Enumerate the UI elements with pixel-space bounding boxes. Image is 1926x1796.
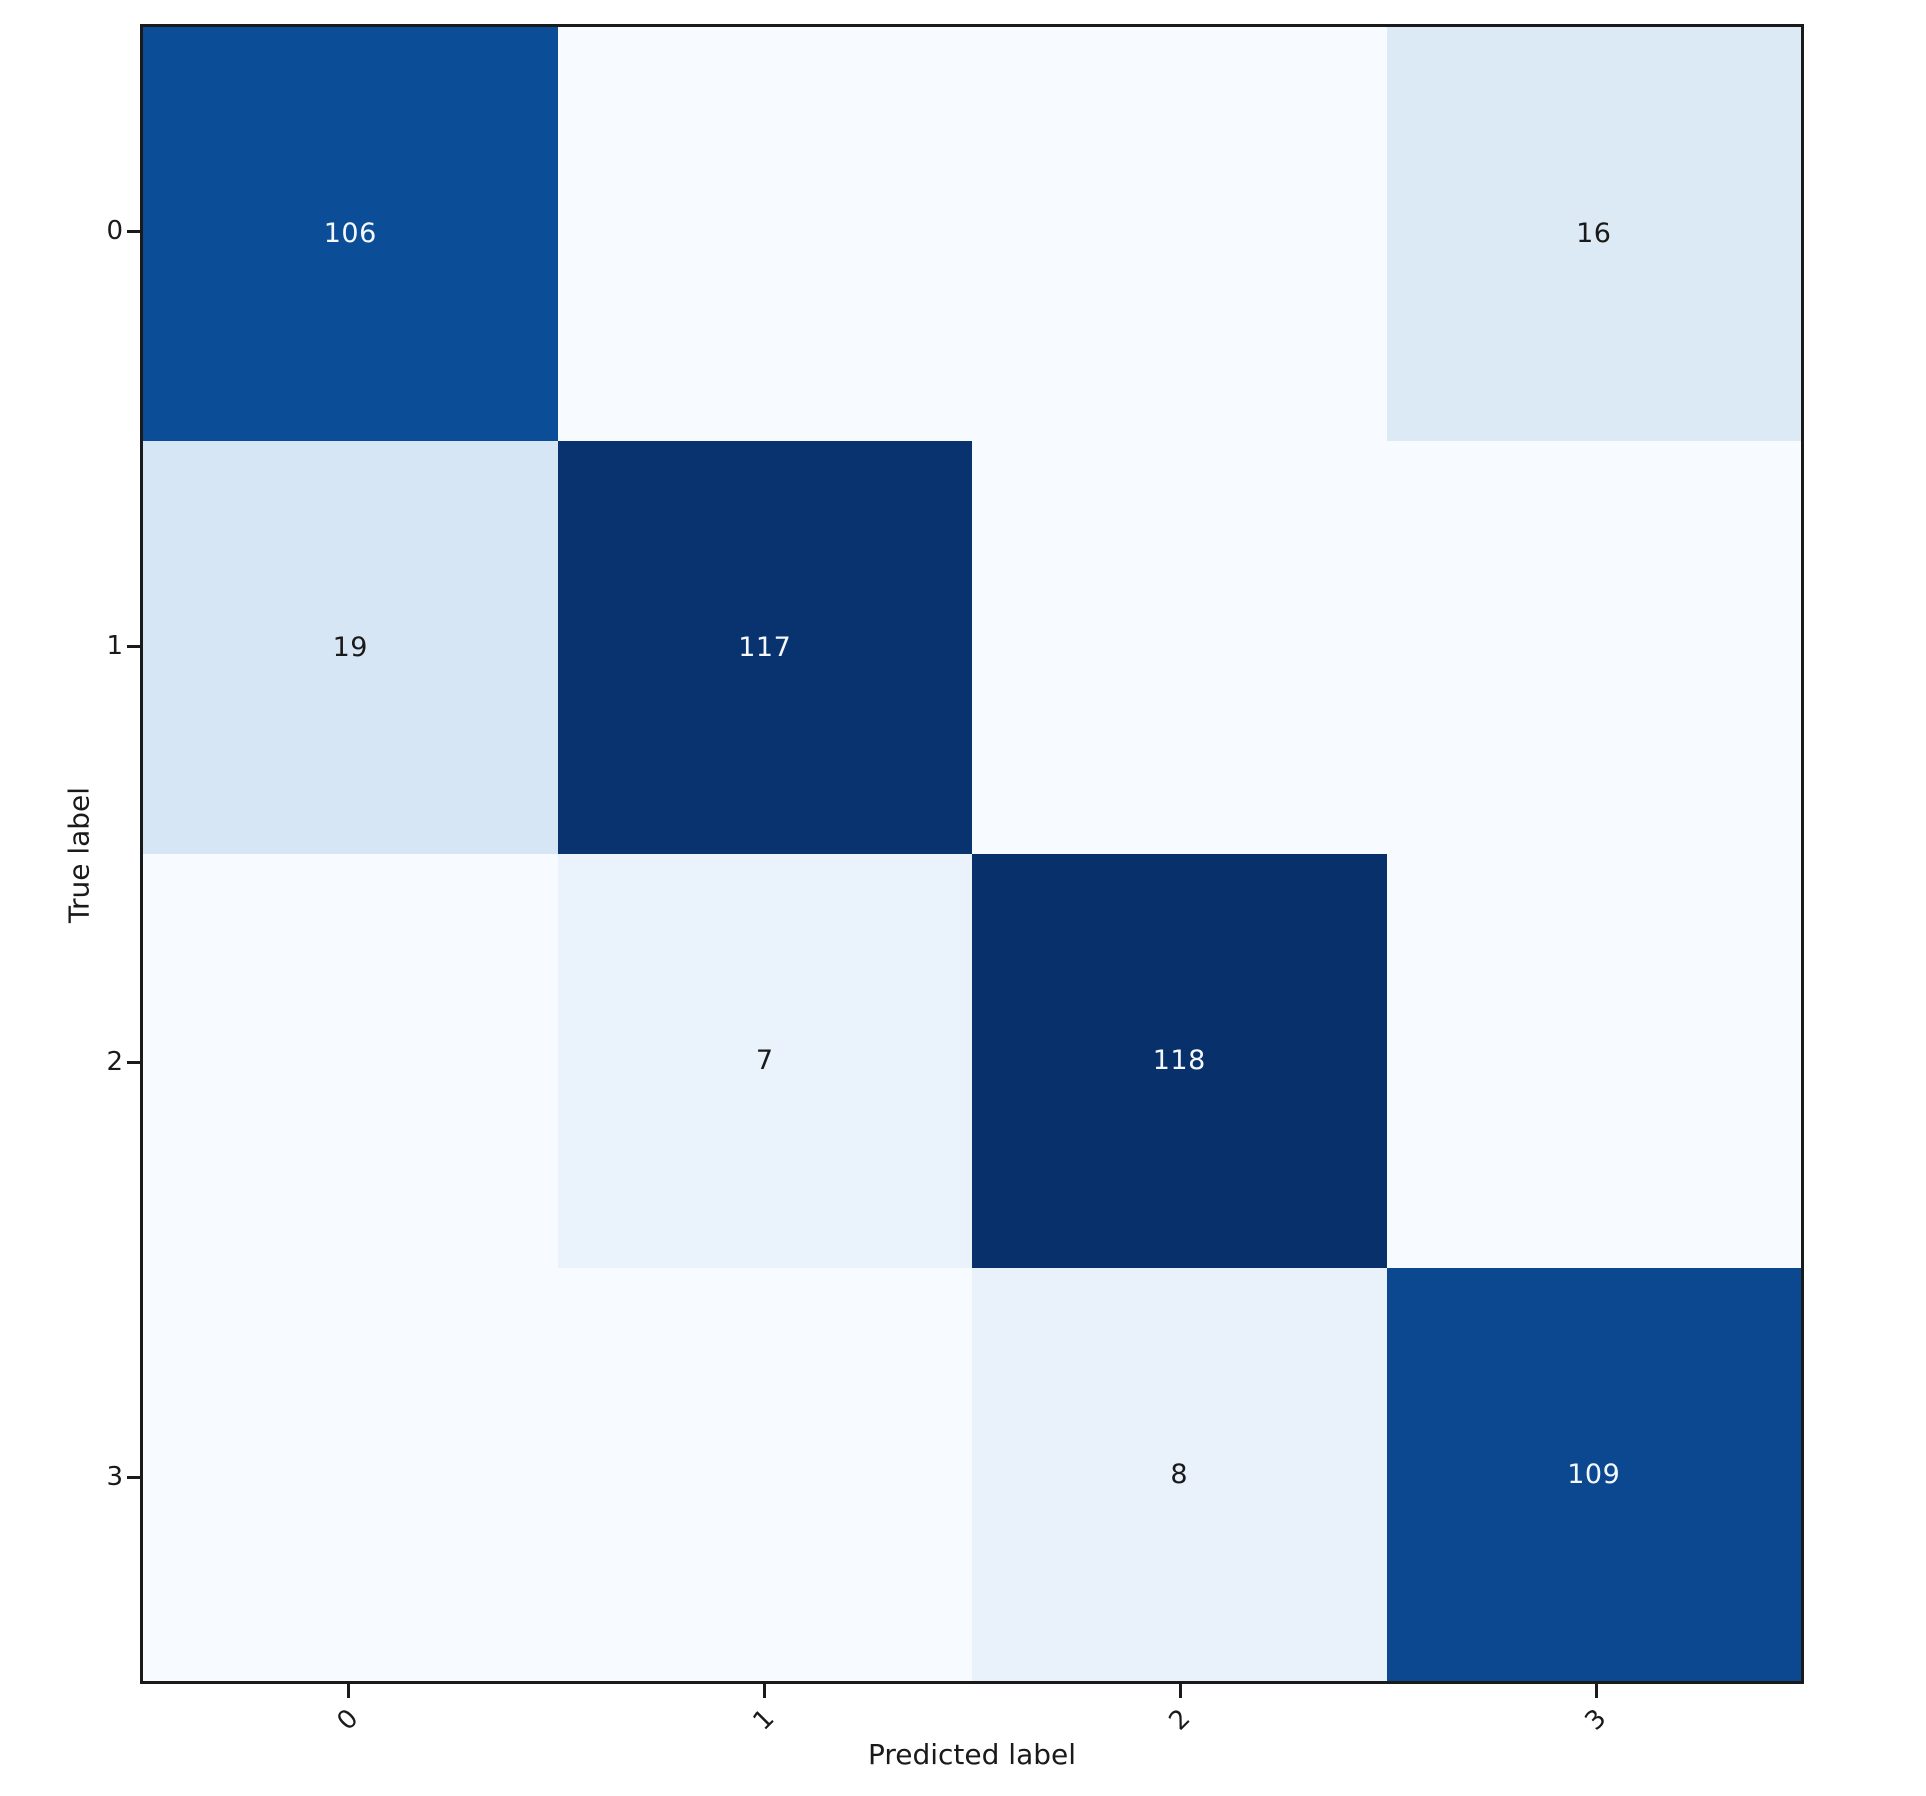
cell-value: 109 xyxy=(1567,1458,1621,1490)
x-axis-title: Predicted label xyxy=(867,1738,1077,1771)
x-axis-tick xyxy=(1595,1684,1598,1698)
y-axis-tick xyxy=(127,230,140,233)
heatmap-cell-r0c3: 16 xyxy=(1386,27,1801,441)
heatmap-cell-r3c0 xyxy=(143,1267,558,1681)
y-tick-label-2: 2 xyxy=(106,1047,123,1077)
cell-value: 8 xyxy=(1170,1458,1189,1490)
heatmap-cell-r2c1: 7 xyxy=(557,854,972,1268)
y-tick-label-1: 1 xyxy=(106,631,123,661)
cell-value: 106 xyxy=(323,218,377,250)
heatmap-cell-r1c3 xyxy=(1386,440,1801,854)
x-axis-tick xyxy=(1179,1684,1182,1698)
heatmap-cell-r0c1 xyxy=(557,27,972,441)
y-tick-label-0: 0 xyxy=(106,216,123,246)
y-axis-tick xyxy=(127,1476,140,1479)
y-axis-tick xyxy=(127,1061,140,1064)
heatmap-cell-grid: 106 16 19 117 7 118 8 109 xyxy=(143,27,1801,1681)
x-tick-label-text: 0 xyxy=(331,1703,365,1737)
heatmap-cell-r1c1: 117 xyxy=(557,440,972,854)
x-tick-label-text: 3 xyxy=(1579,1703,1613,1737)
heatmap-plot: 106 16 19 117 7 118 8 109 xyxy=(140,24,1804,1684)
cell-value: 117 xyxy=(738,631,792,663)
heatmap-cell-r1c0: 19 xyxy=(143,440,558,854)
heatmap-cell-r0c2 xyxy=(972,27,1387,441)
y-tick-label-3: 3 xyxy=(106,1462,123,1492)
cell-value: 118 xyxy=(1152,1045,1206,1077)
heatmap-cell-r3c3: 109 xyxy=(1386,1267,1801,1681)
heatmap-cell-r1c2 xyxy=(972,440,1387,854)
y-axis-tick xyxy=(127,645,140,648)
cell-value: 16 xyxy=(1576,218,1612,250)
heatmap-cell-r2c3 xyxy=(1386,854,1801,1268)
heatmap-cell-r2c0 xyxy=(143,854,558,1268)
x-axis-tick xyxy=(763,1684,766,1698)
y-axis-title-text: True label xyxy=(62,786,96,924)
heatmap-cell-r3c2: 8 xyxy=(972,1267,1387,1681)
x-axis-tick xyxy=(347,1684,350,1698)
heatmap-cell-r3c1 xyxy=(557,1267,972,1681)
heatmap-cell-r2c2: 118 xyxy=(972,854,1387,1268)
x-tick-label-text: 1 xyxy=(747,1703,781,1737)
x-tick-label-text: 2 xyxy=(1163,1703,1197,1737)
heatmap-cell-r0c0: 106 xyxy=(143,27,558,441)
cell-value: 7 xyxy=(755,1045,774,1077)
cell-value: 19 xyxy=(332,631,368,663)
